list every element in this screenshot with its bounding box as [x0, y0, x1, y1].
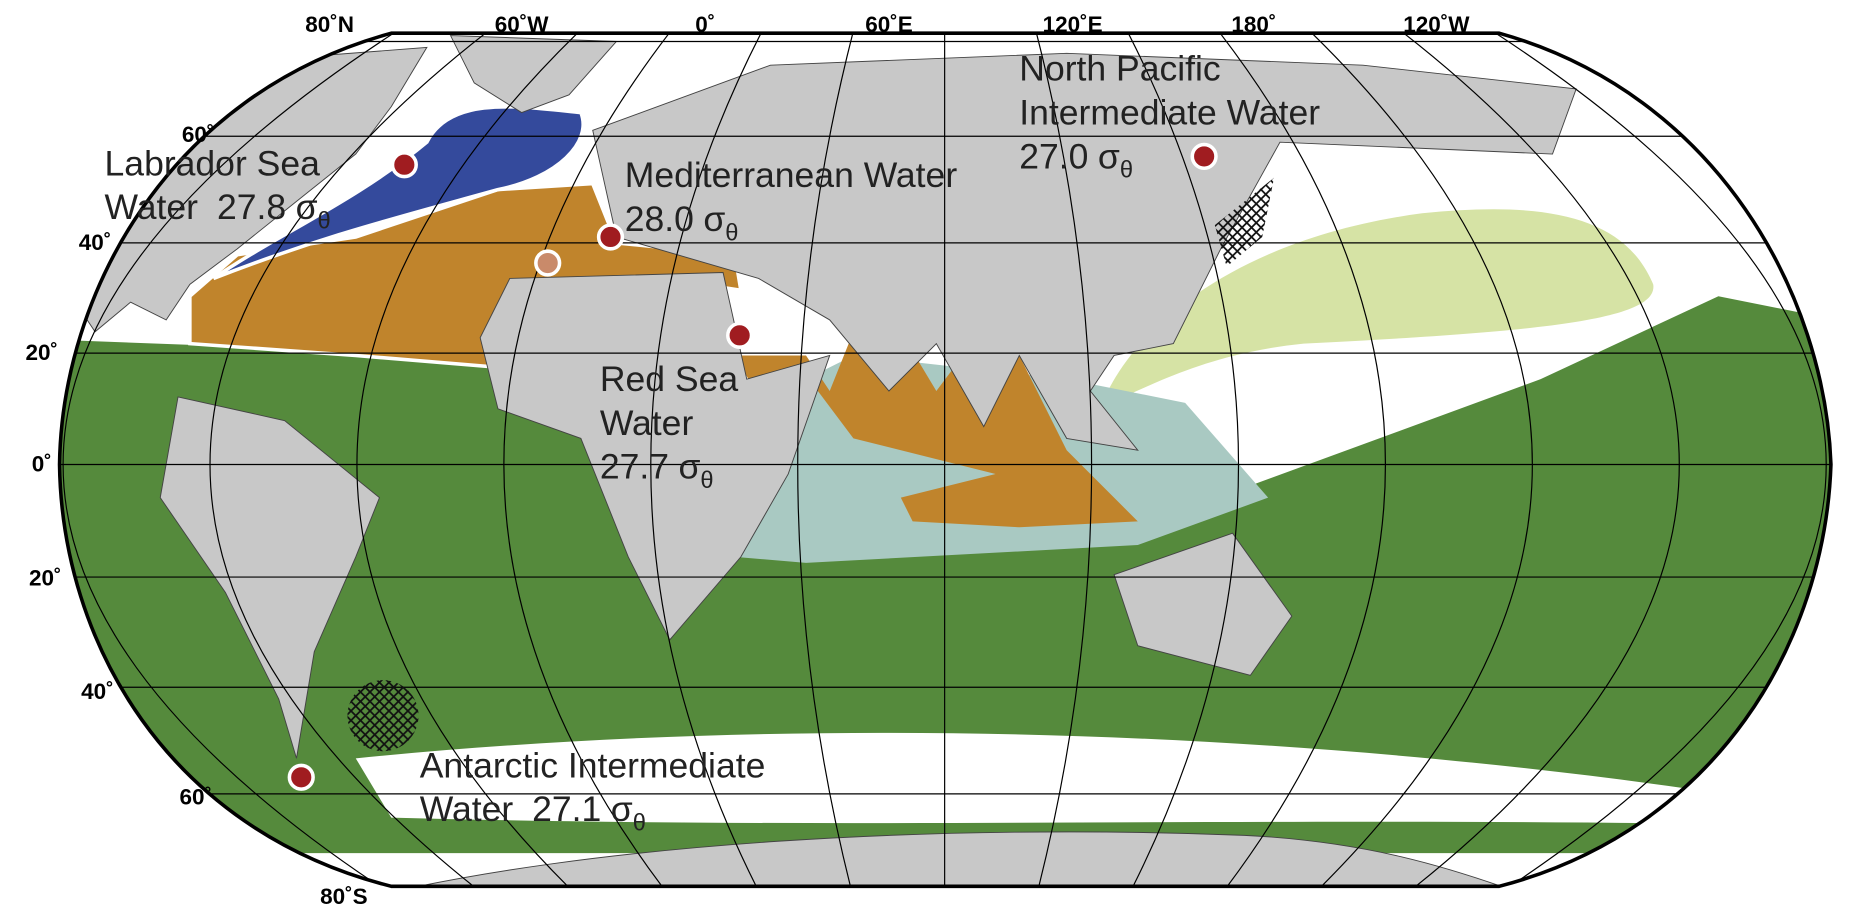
symbol: σ — [1098, 136, 1120, 176]
label-text: North Pacific — [1019, 49, 1220, 89]
label-line: Red Sea — [600, 359, 739, 399]
latitude-label: 20˚ — [25, 340, 58, 365]
white-band — [355, 732, 1683, 824]
symbol: σ — [611, 789, 633, 829]
label-line: 27.7 σθ — [600, 447, 714, 494]
source-marker — [390, 151, 418, 179]
meridian — [209, 33, 486, 887]
meridian — [503, 33, 670, 887]
australia — [1113, 532, 1293, 676]
graticule — [59, 33, 1831, 887]
source-marker — [596, 223, 625, 251]
meridian — [356, 33, 578, 887]
latitude-label: 0˚ — [32, 452, 52, 477]
hatched-area — [1214, 177, 1275, 267]
source-marker — [287, 763, 315, 791]
labels: 80˚N 60˚W 0˚ 60˚E 120˚E 180˚ 120˚W 60˚ 40˚ 20˚ 0˚ 2… — [25, 12, 1470, 909]
subscript: θ — [633, 811, 646, 837]
longitude-label: 120˚E — [1043, 12, 1103, 37]
longitude-label: 120˚W — [1403, 12, 1470, 37]
meridian — [1495, 33, 1827, 887]
meridian — [62, 33, 394, 887]
source-marker — [1190, 142, 1218, 171]
meridian — [1311, 33, 1533, 887]
label-line: Labrador Sea — [105, 143, 321, 183]
meridian — [1403, 33, 1680, 887]
latitude-label: 40˚ — [79, 230, 112, 255]
meridian — [1127, 33, 1239, 887]
density: 27.7 — [600, 447, 669, 487]
latitude-label: 60˚ — [180, 785, 213, 810]
source-marker — [534, 249, 562, 277]
subscript: θ — [700, 468, 713, 494]
africa — [479, 272, 831, 641]
meridian — [1219, 33, 1387, 887]
greenland — [449, 35, 618, 114]
latitude-label: 60˚ — [182, 122, 215, 147]
meridian — [650, 33, 762, 887]
label-line: Water 27.1 σθ — [420, 789, 646, 836]
longitude-label: 0˚ — [695, 12, 715, 37]
meridian — [797, 33, 854, 887]
label-text: Labrador Sea — [105, 143, 321, 183]
subscript: θ — [1120, 158, 1133, 184]
label-text: Water — [420, 789, 514, 829]
subscript: θ — [725, 221, 738, 247]
label-text: Intermediate Water — [1019, 92, 1320, 132]
label-text: Red Sea — [600, 359, 739, 399]
longitude-label: 60˚E — [865, 12, 913, 37]
longitude-label: 180˚ — [1231, 12, 1276, 37]
antarctica — [355, 831, 1541, 887]
meridian — [1035, 33, 1093, 887]
north-pacific-intermediate-water — [1102, 209, 1654, 403]
latitude-label: 20˚ — [29, 565, 62, 590]
label-text: Antarctic Intermediate — [420, 745, 766, 785]
antarctic-intermediate-water — [59, 296, 1831, 854]
density: 27.8 — [217, 187, 286, 227]
latitude-label: 40˚ — [81, 679, 114, 704]
symbol: σ — [703, 199, 725, 239]
latitude-label: 80˚S — [320, 884, 368, 909]
map-outline — [57, 31, 1833, 889]
label-line: 27.0 σθ — [1019, 136, 1133, 183]
longitude-label: 60˚W — [495, 12, 550, 37]
symbol: σ — [678, 447, 700, 487]
hatched-area — [347, 680, 419, 752]
label-text: Water — [105, 187, 199, 227]
source-marker — [726, 321, 754, 349]
density: 27.0 — [1019, 136, 1088, 176]
symbol: σ — [296, 187, 318, 227]
labrador-sea-water — [212, 105, 585, 281]
label-line: Water — [600, 403, 694, 443]
label-line: North Pacific — [1019, 49, 1220, 89]
label-line: Water 27.8 σθ — [105, 187, 331, 234]
label-line: Mediterranean Water — [625, 155, 958, 195]
longitude-label: 80˚N — [305, 12, 354, 37]
label-line: Antarctic Intermediate — [420, 745, 766, 785]
label-text: Water — [600, 403, 694, 443]
label-text: Mediterranean Water — [625, 155, 958, 195]
markers — [287, 142, 1218, 791]
subscript: θ — [318, 209, 331, 235]
label-line: 28.0 σθ — [625, 199, 739, 246]
density: 27.1 — [532, 789, 601, 829]
red-sea-water — [734, 331, 1138, 528]
label-line: Intermediate Water — [1019, 92, 1320, 132]
density: 28.0 — [625, 199, 694, 239]
